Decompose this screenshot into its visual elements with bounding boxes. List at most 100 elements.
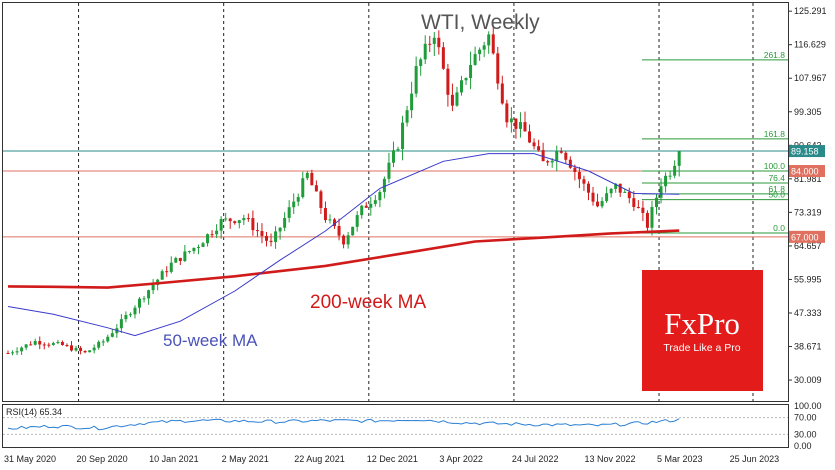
candle-body bbox=[573, 167, 577, 173]
candle-body bbox=[51, 343, 55, 345]
candle-body bbox=[283, 217, 287, 228]
candle-body bbox=[469, 64, 473, 79]
candle-body bbox=[378, 192, 382, 201]
candle-body bbox=[65, 345, 69, 347]
candle-body bbox=[528, 131, 532, 143]
candle-body bbox=[301, 178, 305, 198]
candle-body bbox=[623, 191, 627, 193]
price-tick-label: 73.319 bbox=[794, 207, 822, 217]
fxpro-logo: FxPro Trade Like a Pro bbox=[642, 270, 763, 391]
ma200-line bbox=[7, 229, 680, 289]
candle-body bbox=[387, 162, 391, 179]
candle-body bbox=[255, 230, 259, 232]
fib-label: 61.8 bbox=[768, 184, 785, 194]
candle-body bbox=[319, 191, 323, 208]
candle-body bbox=[473, 54, 477, 65]
candle-body bbox=[210, 234, 214, 236]
price-tick-label: 116.629 bbox=[794, 40, 826, 50]
candle-body bbox=[196, 246, 200, 248]
candle-body bbox=[632, 198, 636, 207]
price-tick-label: 38.671 bbox=[794, 342, 822, 352]
candle-body bbox=[124, 315, 128, 320]
candle-body bbox=[532, 142, 536, 147]
time-label: 13 Nov 2022 bbox=[584, 454, 635, 464]
candle-body bbox=[446, 68, 450, 95]
price-tick-label: 30.009 bbox=[794, 375, 822, 385]
candle-body bbox=[228, 218, 232, 222]
candle-body bbox=[659, 186, 663, 198]
candle-body bbox=[219, 219, 223, 231]
candle-body bbox=[74, 347, 78, 351]
candle-body bbox=[101, 341, 105, 343]
rsi-level-label: 30.00 bbox=[794, 429, 817, 439]
time-label: 22 Aug 2021 bbox=[294, 454, 345, 464]
candle-body bbox=[523, 122, 527, 132]
price-tick-label: 125.291 bbox=[794, 6, 827, 16]
price-tick-label: 55.995 bbox=[794, 274, 822, 284]
candle-body bbox=[60, 342, 64, 346]
rsi-indicator: RSI(14) 65.34 100.00 70.00 30.00 0.00 bbox=[3, 401, 822, 451]
candle-body bbox=[505, 103, 509, 123]
candle-body bbox=[636, 206, 640, 208]
price-axis: 125.291116.629107.96799.30590.64381.9817… bbox=[788, 6, 827, 385]
candle-body bbox=[382, 178, 386, 193]
candle-body bbox=[509, 118, 513, 123]
candle-body bbox=[655, 197, 659, 207]
price-badges: 89.158 84.000 67.000 bbox=[789, 145, 825, 243]
candle-body bbox=[555, 151, 559, 161]
time-axis: 31 May 2020 20 Sep 2020 10 Jan 2021 2 May 2… bbox=[4, 454, 779, 464]
rsi-label: RSI(14) 65.34 bbox=[6, 407, 62, 417]
candle-body bbox=[292, 201, 296, 208]
candle-body bbox=[428, 43, 432, 45]
price-tick-label: 64.657 bbox=[794, 241, 822, 251]
candle-body bbox=[11, 352, 15, 354]
rsi-panel-frame bbox=[2, 404, 789, 448]
candle-body bbox=[664, 175, 668, 187]
candle-body bbox=[518, 122, 522, 129]
candle-body bbox=[627, 191, 631, 199]
price-tick-label: 81.981 bbox=[794, 174, 822, 184]
candle-body bbox=[42, 344, 46, 346]
time-label: 3 Apr 2022 bbox=[439, 454, 483, 464]
ma50-label: 50-week MA bbox=[163, 331, 258, 350]
candle-body bbox=[342, 235, 346, 245]
time-label: 25 Jun 2023 bbox=[730, 454, 780, 464]
candle-body bbox=[69, 345, 73, 351]
candle-body bbox=[364, 205, 368, 208]
candle-body bbox=[333, 219, 337, 227]
candle-body bbox=[487, 34, 491, 46]
candle-body bbox=[92, 347, 96, 351]
candle-body bbox=[514, 118, 518, 129]
candle-body bbox=[391, 150, 395, 163]
candle-body bbox=[496, 53, 500, 84]
candle-body bbox=[564, 152, 568, 160]
candle-body bbox=[106, 336, 110, 342]
candle-body bbox=[88, 350, 92, 353]
fib-label: 76.4 bbox=[768, 173, 785, 183]
candle-body bbox=[206, 234, 210, 244]
candle-body bbox=[174, 257, 178, 263]
time-label: 20 Sep 2020 bbox=[77, 454, 128, 464]
candle-body bbox=[478, 49, 482, 55]
fib-label: 100.0 bbox=[764, 161, 786, 171]
candle-body bbox=[328, 219, 332, 221]
candle-body bbox=[537, 146, 541, 151]
logo-brand: FxPro bbox=[664, 306, 740, 341]
chart-title: WTI, Weekly bbox=[421, 11, 540, 34]
candle-body bbox=[414, 66, 418, 94]
candle-body bbox=[541, 150, 545, 162]
candle-body bbox=[233, 221, 237, 224]
candle-body bbox=[201, 243, 205, 247]
price-badge-label: 84.000 bbox=[791, 167, 819, 177]
candle-body bbox=[437, 37, 441, 48]
time-label: 12 Dec 2021 bbox=[367, 454, 418, 464]
candle-body bbox=[369, 203, 373, 208]
ma200-label: 200-week MA bbox=[310, 292, 426, 313]
fib-label: 50.0 bbox=[768, 190, 785, 200]
candle-body bbox=[491, 34, 495, 54]
candle-body bbox=[464, 78, 468, 81]
candle-body bbox=[169, 262, 173, 272]
candle-body bbox=[269, 240, 273, 243]
candle-body bbox=[151, 284, 155, 291]
price-tick-label: 99.305 bbox=[794, 107, 822, 117]
